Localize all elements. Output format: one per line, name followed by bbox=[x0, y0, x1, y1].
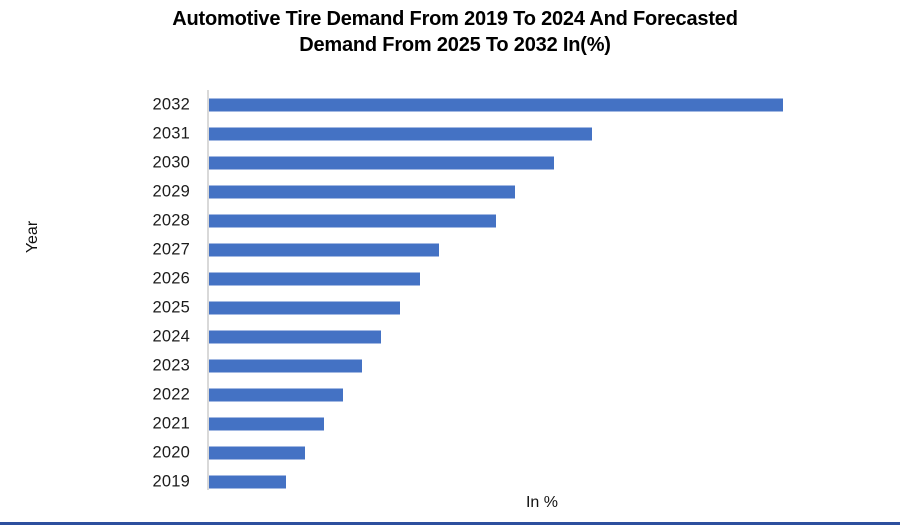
chart-title-line-1: Automotive Tire Demand From 2019 To 2024… bbox=[172, 8, 738, 30]
year-tick-label: 2028 bbox=[152, 211, 190, 230]
bar-row: 2027 bbox=[0, 235, 900, 264]
demand-bar bbox=[209, 388, 343, 402]
year-tick-label: 2021 bbox=[152, 414, 190, 433]
demand-bar bbox=[209, 243, 439, 257]
bar-row: 2025 bbox=[0, 293, 900, 322]
demand-bar bbox=[209, 127, 592, 141]
chart-title: Automotive Tire Demand From 2019 To 2024… bbox=[0, 6, 900, 58]
demand-bar bbox=[209, 272, 420, 286]
demand-bar bbox=[209, 185, 515, 199]
bar-row: 2031 bbox=[0, 119, 900, 148]
year-tick-label: 2029 bbox=[152, 182, 190, 201]
year-tick-label: 2020 bbox=[152, 443, 190, 462]
year-tick-label: 2022 bbox=[152, 385, 190, 404]
bar-row: 2022 bbox=[0, 381, 900, 410]
bottom-accent-line bbox=[0, 522, 900, 525]
plot-area: 2032 2031 2030 2029 2028 2027 2026 2025 2024 2023… bbox=[0, 90, 900, 497]
year-tick-label: 2026 bbox=[152, 269, 190, 288]
bar-row: 2024 bbox=[0, 323, 900, 352]
y-axis-line bbox=[207, 90, 209, 490]
demand-bar bbox=[209, 301, 400, 315]
year-tick-label: 2027 bbox=[152, 240, 190, 259]
demand-bar bbox=[209, 446, 305, 460]
bar-row: 2021 bbox=[0, 410, 900, 439]
year-tick-label: 2024 bbox=[152, 327, 190, 346]
bar-row: 2019 bbox=[0, 468, 900, 497]
demand-bar bbox=[209, 359, 362, 373]
bar-row: 2029 bbox=[0, 177, 900, 206]
demand-bar bbox=[209, 475, 286, 489]
x-axis-label: In % bbox=[525, 494, 558, 511]
year-tick-label: 2031 bbox=[152, 124, 190, 143]
demand-bar bbox=[209, 214, 496, 228]
demand-bar bbox=[209, 417, 324, 431]
bar-row: 2028 bbox=[0, 206, 900, 235]
bar-row: 2030 bbox=[0, 148, 900, 177]
year-tick-label: 2019 bbox=[152, 472, 190, 491]
bar-row: 2032 bbox=[0, 90, 900, 119]
demand-bar bbox=[209, 156, 554, 170]
bar-row: 2023 bbox=[0, 352, 900, 381]
demand-bar bbox=[209, 98, 783, 111]
year-tick-label: 2030 bbox=[152, 153, 190, 172]
bar-row: 2026 bbox=[0, 264, 900, 293]
year-tick-label: 2023 bbox=[152, 356, 190, 375]
demand-bar bbox=[209, 330, 381, 344]
chart-title-line-2: Demand From 2025 To 2032 In(%) bbox=[299, 34, 611, 56]
bar-row: 2020 bbox=[0, 439, 900, 468]
year-tick-label: 2025 bbox=[152, 298, 190, 317]
year-tick-label: 2032 bbox=[152, 95, 190, 113]
